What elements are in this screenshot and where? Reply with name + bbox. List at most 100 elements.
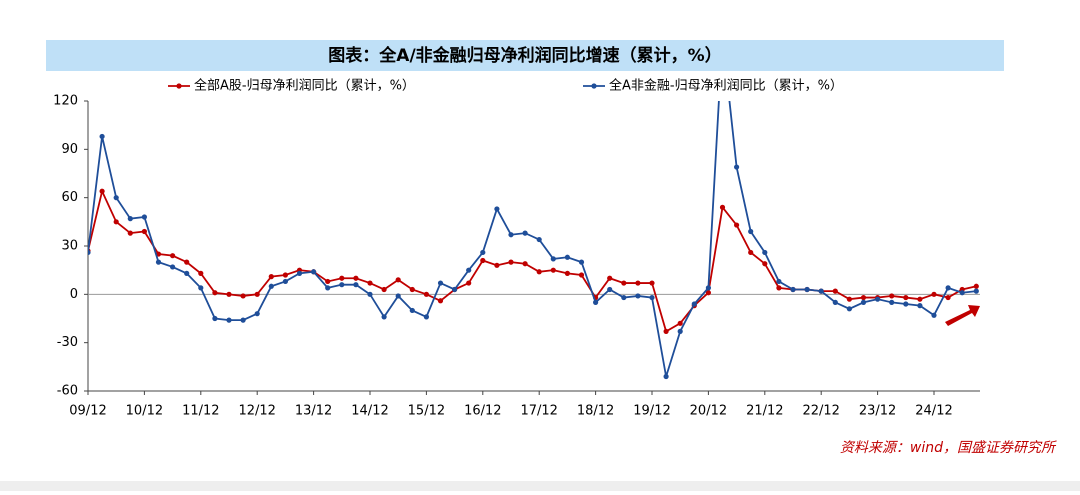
x-tick-label: 14/12 [351,404,388,419]
point [691,301,697,307]
point [663,373,669,380]
point [522,230,528,236]
point [381,314,387,320]
point [170,253,176,259]
x-tick-label: 20/12 [690,404,727,419]
point [88,249,91,256]
point [903,294,909,301]
point [480,257,486,264]
point [846,306,853,312]
point [776,285,782,291]
point [268,274,274,280]
point [832,288,838,294]
point [860,299,867,305]
point [734,164,740,170]
point [705,290,712,296]
point [973,288,979,294]
x-tick-label: 15/12 [408,404,445,419]
point [889,293,895,299]
point [762,261,768,267]
point [790,286,796,293]
point [423,291,429,297]
x-tick-label: 19/12 [633,404,670,419]
point [353,275,359,281]
point [649,280,655,286]
bottom-border [0,481,1080,491]
point [564,270,571,276]
point [254,291,260,297]
y-tick-label: 30 [61,239,78,254]
point [127,230,133,236]
point [508,232,514,238]
point [240,317,246,323]
point [677,320,683,326]
point [917,303,923,309]
point [254,311,260,317]
point [367,280,373,286]
y-tick-label: 90 [61,142,78,157]
point [635,293,641,299]
point [748,228,754,235]
point [99,133,105,140]
point [931,291,937,297]
point [184,259,190,265]
point [296,270,303,276]
point [804,286,810,293]
y-tick-label: 0 [70,287,78,302]
point [762,249,768,256]
point [903,301,909,307]
point [409,286,415,293]
source-note: 资料来源：wind，国盛证券研究所 [840,440,1057,456]
point [889,299,895,305]
x-tick-label: 11/12 [182,404,219,419]
point [818,288,824,294]
point [437,280,444,286]
point [846,296,853,302]
point [198,285,204,291]
point [113,195,119,201]
point [621,294,627,301]
point [226,317,232,323]
point [860,294,867,301]
legend-label: 全部A股-归母净利润同比（累计，%） [194,78,415,94]
point [564,254,571,260]
point [480,249,486,256]
point [649,294,655,301]
series-line [88,101,977,377]
x-tick-label: 09/12 [69,404,106,419]
point [719,204,726,210]
point [141,214,147,220]
point [466,280,472,286]
point [113,219,119,225]
point [452,286,458,293]
x-tick-label: 23/12 [859,404,896,419]
x-tick-label: 24/12 [915,404,952,419]
title-banner [46,40,1004,71]
point [578,272,585,278]
point [494,206,500,212]
x-tick-label: 12/12 [238,404,275,419]
point [945,294,951,301]
point [127,216,133,222]
point [282,272,288,278]
point [607,286,613,293]
point [832,299,838,305]
point [184,270,190,276]
point [226,291,232,297]
point [677,328,683,334]
point [748,249,754,256]
x-tick-label: 10/12 [126,404,163,419]
point [409,307,415,314]
x-tick-label: 13/12 [295,404,332,419]
point [311,269,317,275]
point [550,267,556,273]
point [663,328,669,334]
point [353,282,359,288]
point [155,259,162,265]
chart-title: 图表：全A/非金融归母净利润同比增速（累计，%） [328,45,721,66]
point [325,278,331,285]
x-tick-label: 21/12 [746,404,783,419]
legend-label: 全A非金融-归母净利润同比（累计，%） [609,78,843,94]
point [141,228,147,235]
